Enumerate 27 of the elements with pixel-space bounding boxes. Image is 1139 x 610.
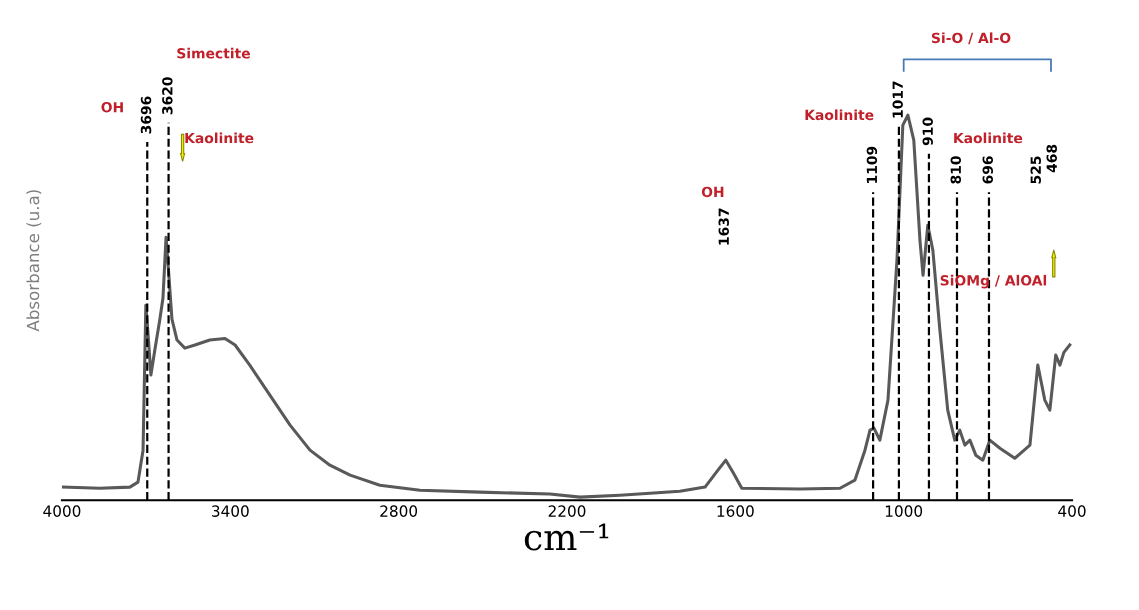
x-tick-label: 1000 [885, 505, 923, 517]
text: Si-O / Al-O [931, 32, 1011, 45]
ref-line-label: 910 [922, 117, 933, 146]
ref-line-label: 1109 [866, 146, 878, 183]
ref-line-label: 1017 [892, 81, 903, 118]
ref-line-label: 696 [982, 156, 994, 184]
annotation: Kaolinite [185, 132, 254, 144]
x-tick-label: 3400 [212, 505, 249, 517]
x-tick-label: 2200 [548, 505, 586, 517]
text: OH [101, 101, 123, 113]
annotation: Kaolinite [805, 109, 874, 121]
annotation: 525 [1030, 156, 1041, 184]
ref-line-label: 3696 [140, 96, 152, 134]
text: Simectite [177, 47, 250, 59]
x-tick-label: 2800 [380, 505, 418, 517]
annotation: SiOMg / AlOAl [940, 274, 1047, 289]
x-tick-label: 4000 [43, 505, 81, 517]
annotation: Kaolinite [954, 132, 1023, 144]
x-tick-label: 1600 [717, 505, 754, 517]
ref-line-label: 810 [950, 156, 962, 184]
annotation: OH [701, 186, 724, 198]
x-axis-title: cm⁻¹ [524, 523, 609, 551]
annotation: 1637 [718, 208, 729, 245]
annotation: 468 [1046, 144, 1057, 173]
y-axis-title: Absorbance (u.a) [26, 190, 42, 332]
ref-line-label: 3620 [162, 77, 173, 115]
x-tick-label: 400 [1058, 505, 1086, 517]
